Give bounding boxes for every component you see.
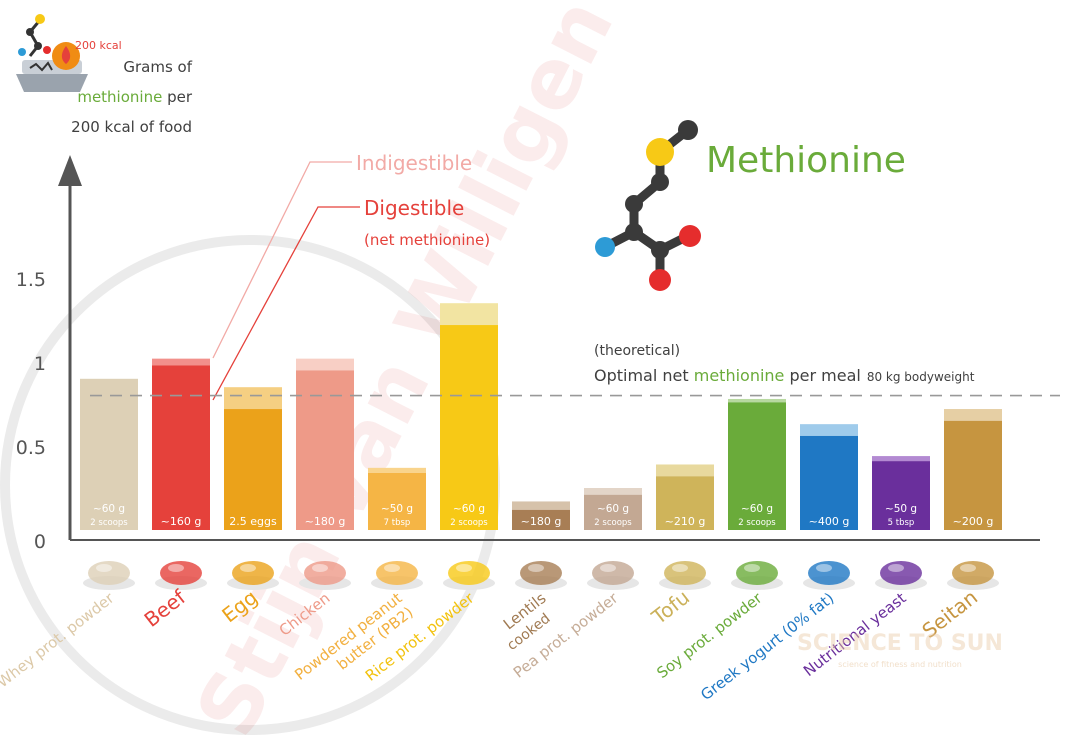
bar-amount-label: ~210 g <box>665 515 706 528</box>
rice-powder-icon <box>443 561 495 590</box>
bar-indigestible <box>152 358 210 366</box>
brand-watermark: SCIENCE TO SUN <box>797 631 1003 656</box>
y-tick-label: 0 <box>34 531 46 553</box>
beef-icon <box>155 561 207 590</box>
bar-indigestible <box>872 456 930 462</box>
category-label: Beef <box>140 584 191 631</box>
bar-digestible <box>728 402 786 530</box>
seitan-icon <box>947 561 999 590</box>
y-axis-ticks: 0 0.5 1 1.5 <box>16 269 46 553</box>
y-axis-title-line1: Grams of <box>123 58 192 76</box>
peanut-butter-icon <box>371 561 423 590</box>
bar-amount-label: 2.5 eggs <box>229 515 277 528</box>
reference-suffix: per meal <box>784 366 860 385</box>
bar-digestible <box>584 494 642 530</box>
bar-amount-label: ~400 g <box>809 515 850 528</box>
reference-line1: (theoretical) <box>594 343 680 359</box>
bar-digestible <box>944 420 1002 530</box>
methionine-molecule-icon <box>595 120 701 291</box>
egg-icon <box>227 561 279 590</box>
reference-line2: Optimal net methionine per meal 80 kg bod… <box>594 366 975 385</box>
bar-amount-label: ~60 g <box>93 503 125 515</box>
y-tick-label: 1.5 <box>16 269 46 291</box>
bar-digestible <box>656 476 714 530</box>
y-axis-arrow-icon <box>58 155 82 186</box>
bar-amount-sublabel: 2 scoops <box>738 518 776 528</box>
bar-amount-label: ~200 g <box>953 515 994 528</box>
bar-amount-label: ~160 g <box>161 515 202 528</box>
legend-indigestible: Indigestible <box>356 151 472 175</box>
bar-digestible <box>440 325 498 530</box>
bar-amount-label: ~180 g <box>521 515 562 528</box>
bar-amount-label: ~60 g <box>453 503 485 515</box>
bar-digestible <box>296 370 354 530</box>
bar-digestible <box>224 409 282 530</box>
bar-amount-label: ~60 g <box>741 503 773 515</box>
bar-indigestible <box>224 387 282 410</box>
bar-indigestible <box>512 501 570 510</box>
category-label: Tofu <box>646 585 694 630</box>
bar-digestible <box>872 461 930 530</box>
scale-logo-icon <box>16 14 88 92</box>
legend-digestible: Digestible <box>364 196 464 220</box>
bar-amount-sublabel: 2 scoops <box>594 518 632 528</box>
bar-amount-label: ~60 g <box>597 503 629 515</box>
brand-watermark-sub: science of fitness and nutrition <box>838 660 962 669</box>
reference-prefix: Optimal net <box>594 366 694 385</box>
bar-amount-sublabel: 7 tbsp <box>384 518 411 528</box>
reference-keyword: methionine <box>694 366 785 385</box>
y-axis-title-line2: methionine per <box>77 88 193 106</box>
y-tick-label: 0.5 <box>16 437 46 459</box>
bar-indigestible <box>440 303 498 326</box>
bar-amount-label: ~50 g <box>381 503 413 515</box>
bar-amount-label: ~180 g <box>305 515 346 528</box>
bar-digestible <box>80 378 138 530</box>
soy-powder-icon <box>731 561 783 590</box>
bar-indigestible <box>584 488 642 495</box>
bar-indigestible <box>944 409 1002 421</box>
amount-labels: ~60 g 2 scoops ~160 g 2.5 eggs ~180 g ~50 g 7 … <box>90 503 993 528</box>
lentils-icon <box>515 561 567 590</box>
bar-indigestible <box>800 424 858 436</box>
bar-indigestible <box>368 467 426 473</box>
bar-indigestible <box>296 358 354 371</box>
yogurt-icon <box>803 561 855 590</box>
bar-indigestible <box>656 464 714 477</box>
pea-powder-icon <box>587 561 639 590</box>
y-tick-label: 1 <box>34 353 46 375</box>
bar-amount-sublabel: 2 scoops <box>450 518 488 528</box>
bar-digestible <box>800 435 858 530</box>
kcal-badge: 200 kcal <box>75 39 122 52</box>
reference-note: 80 kg bodyweight <box>867 370 975 384</box>
y-axis-title-per: per <box>162 88 193 106</box>
y-axis-title-keyword: methionine <box>77 88 162 106</box>
bar-digestible <box>512 509 570 530</box>
yeast-icon <box>875 561 927 590</box>
indigestible-leader-line <box>212 161 352 359</box>
bar-indigestible <box>728 398 786 403</box>
bar-amount-sublabel: 2 scoops <box>90 518 128 528</box>
tofu-icon <box>659 561 711 590</box>
bar-digestible <box>368 472 426 530</box>
bar-series <box>80 303 1002 530</box>
bar-amount-label: ~50 g <box>885 503 917 515</box>
whey-powder-icon <box>83 561 135 590</box>
digestible-leader-line <box>212 206 360 401</box>
legend-digestible-note: (net methionine) <box>364 231 490 249</box>
chicken-icon <box>299 561 351 590</box>
y-axis-title-line3: 200 kcal of food <box>71 118 192 136</box>
bar-digestible <box>152 365 210 530</box>
bar-amount-sublabel: 5 tbsp <box>888 518 915 528</box>
food-icons <box>83 561 999 590</box>
molecule-title: Methionine <box>706 140 906 181</box>
